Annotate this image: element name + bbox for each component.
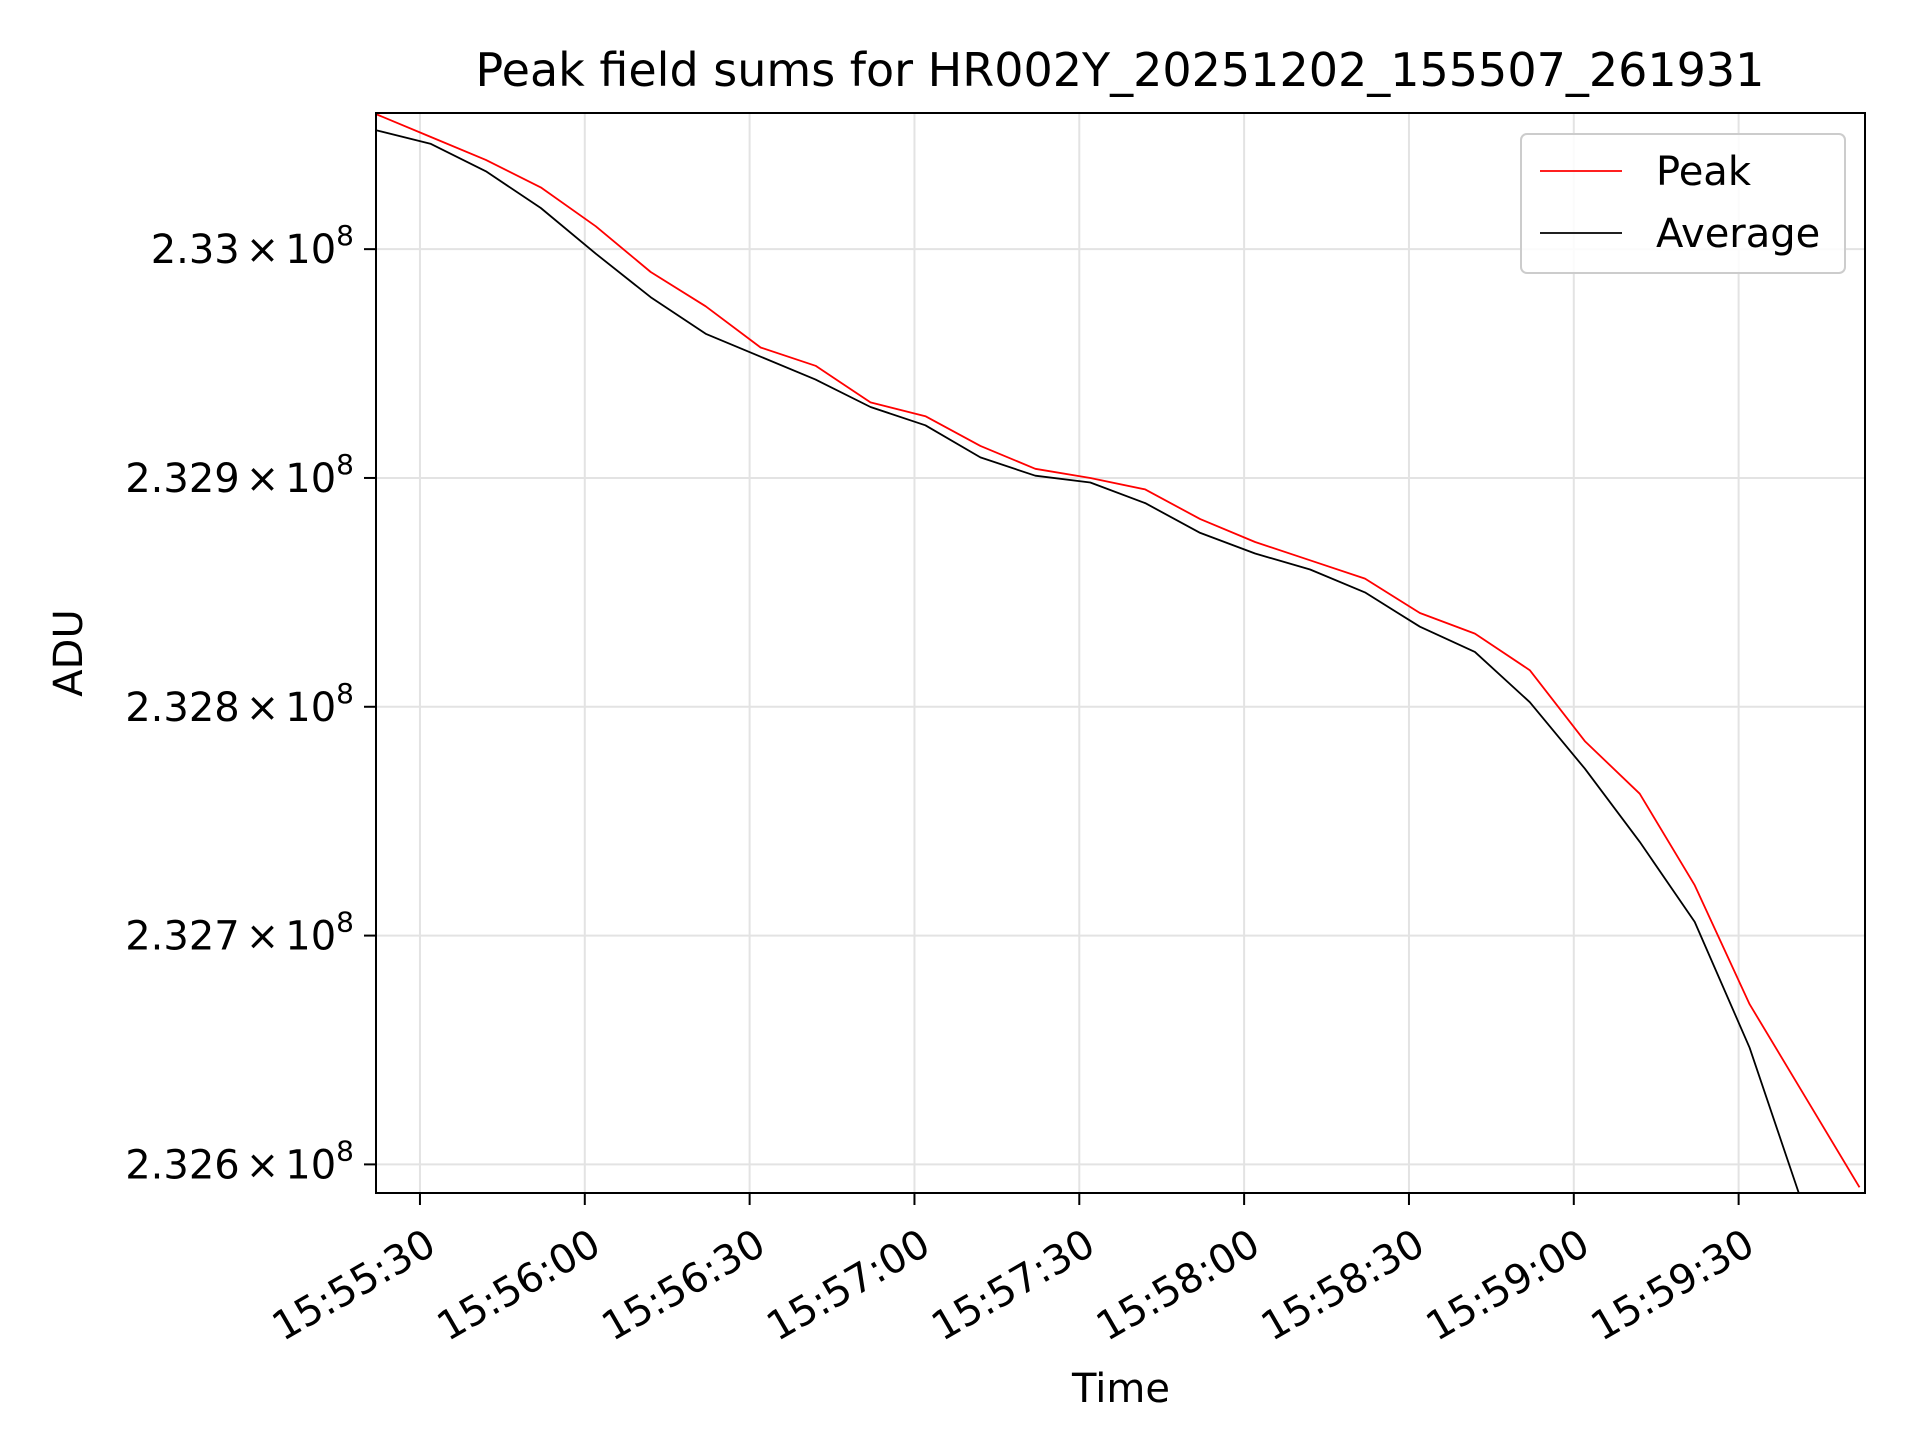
y-axis: 2.33 × 108 2.329 × 108 2.328 × 108 2.327 × 108 2.326… [125, 219, 376, 1188]
x-axis-label: Time [1071, 1366, 1170, 1412]
y-tick-label: 2.328 × 108 [125, 677, 354, 731]
legend-label-peak: Peak [1656, 149, 1752, 195]
y-axis-label: ADU [46, 609, 92, 696]
y-tick-label: 2.326 × 108 [125, 1134, 354, 1188]
y-tick-label: 2.33 × 108 [151, 219, 354, 273]
legend-label-average: Average [1656, 211, 1820, 257]
y-tick-label: 2.327 × 108 [125, 906, 354, 960]
series-line-peak [376, 113, 1861, 1188]
series-layer [376, 113, 1861, 1193]
chart-title: Peak field sums for HR002Y_20251202_1555… [476, 43, 1765, 97]
y-tick-label: 2.329 × 108 [125, 448, 354, 502]
legend: Peak Average [1520, 133, 1846, 274]
series-line-average [376, 129, 1800, 1193]
legend-box [1520, 133, 1846, 274]
plot-frame [375, 112, 1866, 1194]
